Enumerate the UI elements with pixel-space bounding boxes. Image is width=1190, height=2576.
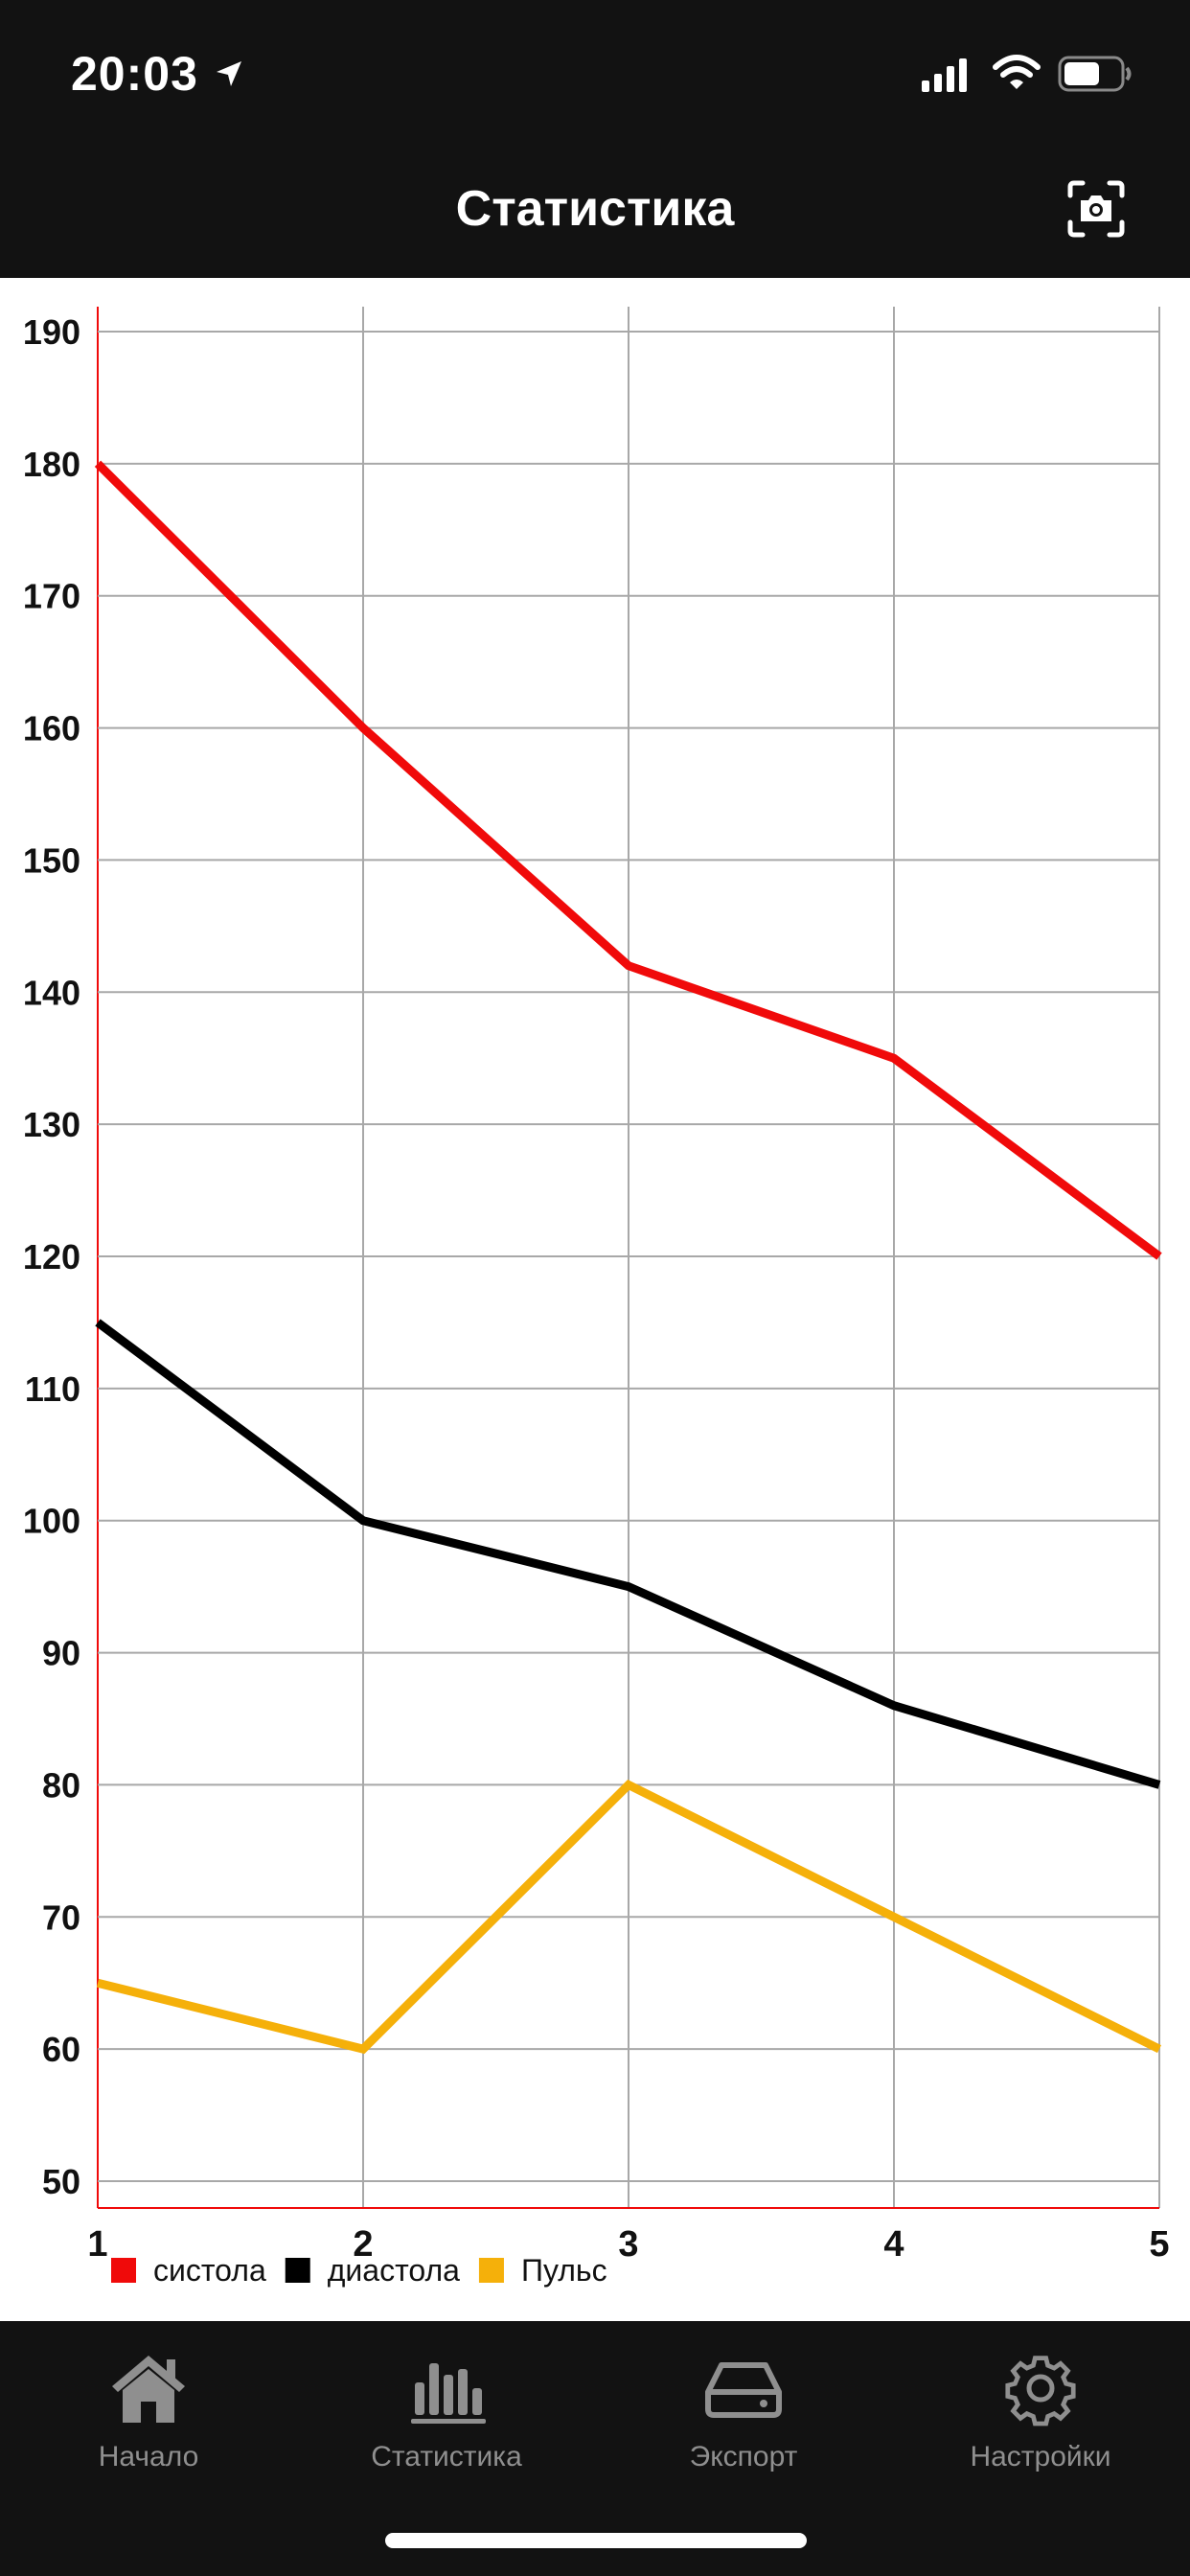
y-tick-label: 90 (42, 1634, 80, 1673)
status-bar: 20:03 (0, 0, 1190, 144)
tab-home-label: Начало (98, 2441, 199, 2472)
legend-swatch (111, 2258, 136, 2283)
series-line-Пульс (96, 1779, 1162, 2055)
x-tick-label: 3 (618, 2224, 638, 2265)
drive-icon (705, 2362, 782, 2418)
y-tick-label: 170 (23, 577, 80, 616)
tab-statistics-label: Статистика (371, 2441, 522, 2472)
legend-label: диастола (328, 2253, 460, 2288)
y-tick-label: 120 (23, 1237, 80, 1276)
chart-area: 50 60 70 80 90 100 110 120 130 140 150 160 170 180 190… (0, 278, 1190, 2321)
tab-settings-label: Настройки (970, 2441, 1111, 2472)
y-tick-label: 80 (42, 1765, 80, 1805)
bar-chart-icon (411, 2363, 486, 2424)
battery-icon (1058, 56, 1132, 92)
y-tick-label: 130 (23, 1105, 80, 1144)
signal-icon (922, 58, 967, 92)
y-tick-label: 60 (42, 2030, 80, 2069)
tab-export[interactable]: Экспорт (629, 2350, 858, 2473)
tab-export-label: Экспорт (689, 2441, 798, 2472)
y-tick-label: 160 (23, 709, 80, 748)
x-tick-label: 5 (1149, 2224, 1169, 2265)
y-tick-label: 180 (23, 445, 80, 484)
page-title: Статистика (455, 181, 735, 237)
x-tick-label: 4 (883, 2224, 904, 2265)
home-icon (112, 2356, 185, 2423)
legend-label: систола (153, 2253, 266, 2288)
nav-bar: Статистика (0, 144, 1190, 278)
y-tick-label: 70 (42, 1898, 80, 1937)
y-tick-label: 50 (42, 2162, 80, 2201)
screenshot-camera-icon[interactable] (1067, 180, 1125, 238)
x-tick-label: 1 (87, 2224, 107, 2265)
series-line-диастола (95, 1319, 1161, 1789)
y-tick-label: 140 (23, 973, 80, 1012)
x-tick-label: 2 (353, 2224, 373, 2265)
y-tick-label: 100 (23, 1502, 80, 1541)
location-arrow-icon (217, 61, 241, 86)
tab-settings[interactable]: Настройки (926, 2350, 1156, 2473)
y-tick-label: 150 (23, 840, 80, 880)
wifi-icon (993, 55, 1041, 89)
home-indicator (385, 2533, 807, 2548)
legend-swatch (478, 2258, 504, 2283)
line-chart: 50 60 70 80 90 100 110 120 130 140 150 160 170 180 190… (23, 307, 1170, 2288)
legend-label: Пульс (521, 2253, 607, 2288)
tab-home[interactable]: Начало (34, 2350, 263, 2473)
status-time: 20:03 (71, 47, 198, 101)
y-tick-label: 110 (25, 1369, 80, 1409)
y-tick-label: 190 (23, 312, 80, 352)
tab-statistics[interactable]: Статистика (332, 2350, 561, 2473)
series-line-систола (94, 460, 1162, 1260)
legend-swatch (285, 2258, 310, 2283)
gear-icon (1005, 2356, 1076, 2426)
